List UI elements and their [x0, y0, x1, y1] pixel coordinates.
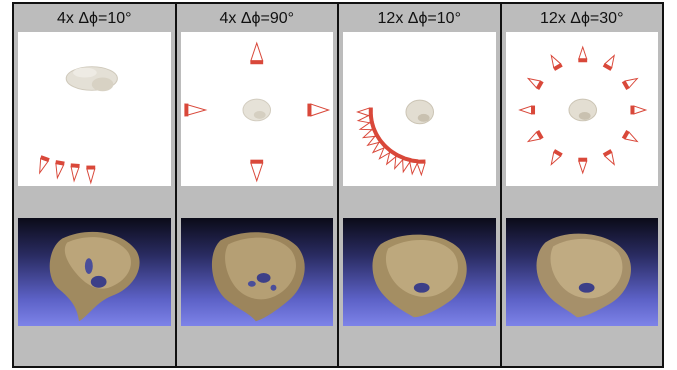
reconstruction-view [180, 218, 333, 326]
panel-title: 12x Δϕ=30° [540, 10, 624, 27]
reconstructed-object [49, 231, 140, 322]
camera-frustums [356, 107, 426, 177]
camera-frustum [394, 152, 405, 170]
camera-layout-svg [356, 99, 435, 177]
camera-frustum [416, 159, 426, 177]
panel-title: 4x Δϕ=90° [219, 10, 295, 27]
reconstruction-svg [536, 233, 631, 318]
camera-frustum [517, 105, 535, 115]
object-thumbnail [567, 98, 597, 122]
panel-title: 12x Δϕ=10° [377, 10, 461, 27]
reconstructed-object [372, 234, 467, 318]
camera-frustum [526, 77, 544, 90]
comparison-figure: 4x Δϕ=10° [12, 2, 664, 368]
camera-frustums [183, 41, 330, 183]
camera-frustum [249, 41, 263, 65]
reconstruction-view [18, 218, 171, 326]
reconstructed-object [211, 232, 305, 322]
camera-layout-view [343, 32, 496, 186]
camera-frustum [577, 157, 587, 175]
camera-frustums [517, 45, 647, 175]
panel-4x-10deg: 4x Δϕ=10° [14, 4, 177, 366]
camera-frustum [621, 77, 639, 90]
panel-4x-90deg: 4x Δϕ=90° [176, 4, 339, 366]
panel-12x-10deg: 12x Δϕ=10° [339, 4, 502, 366]
reconstruction-svg [372, 234, 467, 318]
camera-frustum [249, 159, 263, 183]
camera-frustum [526, 130, 544, 143]
reconstruction-svg [211, 232, 305, 322]
reconstruction-view [343, 218, 496, 326]
camera-frustum [39, 155, 50, 175]
camera-frustum [306, 103, 330, 117]
camera-frustums [39, 155, 96, 185]
camera-layout-svg [183, 41, 330, 183]
camera-frustum [621, 130, 639, 143]
camera-layout-view [505, 32, 658, 186]
camera-frustum [55, 160, 65, 180]
camera-frustum [356, 114, 374, 124]
reconstructed-object [536, 233, 631, 318]
camera-frustum [549, 149, 563, 166]
camera-layout-svg [39, 66, 118, 185]
camera-frustum [86, 165, 96, 185]
camera-layout-view [180, 32, 333, 186]
reconstruction-view [505, 218, 658, 326]
reconstruction-svg [49, 231, 140, 322]
panel-12x-30deg: 12x Δϕ=30° [501, 4, 662, 366]
camera-layout-view [18, 32, 171, 186]
camera-frustum [409, 158, 419, 176]
camera-layout-svg [517, 45, 647, 175]
camera-frustum [577, 45, 587, 63]
object-thumbnail [405, 99, 435, 125]
camera-frustum [70, 163, 80, 183]
camera-frustum [629, 105, 647, 115]
object-thumbnail [65, 66, 118, 92]
camera-frustum [602, 54, 615, 71]
camera-frustum [549, 54, 563, 71]
camera-frustum [183, 103, 207, 117]
panel-title: 4x Δϕ=10° [56, 10, 132, 27]
camera-frustum [602, 149, 615, 166]
object-thumbnail [241, 98, 271, 122]
